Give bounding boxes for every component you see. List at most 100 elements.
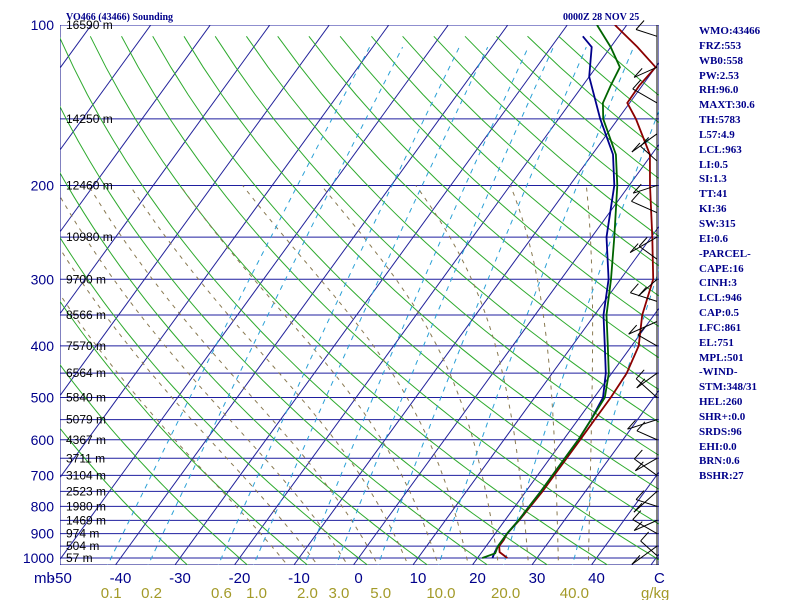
height-label: 5840 m — [66, 391, 106, 405]
mixing-ratio-tick-label: 3.0 — [329, 585, 350, 600]
moist-adiabat — [88, 185, 379, 565]
index-item: RH:96.0 — [699, 84, 739, 97]
dry-adiabat — [245, 36, 659, 423]
wind-barb — [640, 145, 658, 162]
mixing-ratio-tick-label: 0.1 — [101, 585, 122, 600]
pressure-tick-label: 800 — [31, 498, 55, 514]
dry-adiabat — [60, 427, 189, 565]
isotherm-line — [471, 307, 659, 565]
wind-barb-flag — [631, 555, 641, 565]
temperature-tick-label: 10 — [410, 570, 427, 587]
index-item: STM:348/31 — [699, 381, 758, 394]
index-item: SRDS:96 — [699, 425, 742, 438]
height-label: 2523 m — [66, 484, 106, 498]
wind-barb-flag — [628, 324, 638, 335]
wind-barb-flag — [636, 421, 646, 432]
pressure-tick-label: 300 — [31, 271, 55, 287]
series-line-0 — [498, 25, 657, 559]
height-label: 504 m — [66, 539, 99, 553]
height-label: 974 m — [66, 527, 99, 541]
wind-barb — [632, 519, 658, 535]
index-item: MAXT:30.6 — [699, 99, 755, 112]
wind-barb-flag — [637, 325, 647, 336]
chart-grid — [0, 13, 659, 569]
pressure-tick-label: 500 — [31, 390, 55, 406]
temperature-tick-label: -10 — [288, 570, 310, 587]
index-item: L57:4.9 — [699, 128, 735, 141]
sounding-series — [481, 25, 657, 559]
mixing-ratio-line — [304, 46, 529, 565]
wind-barb — [632, 88, 658, 104]
index-item: WMO:43466 — [699, 25, 761, 37]
height-label: 1980 m — [66, 499, 106, 513]
index-item: BSHR:27 — [699, 470, 744, 483]
wind-barb — [631, 133, 658, 153]
height-label: 6564 m — [66, 366, 106, 380]
pressure-tick-label: 200 — [31, 177, 55, 193]
wind-barb — [631, 545, 658, 565]
moist-adiabat — [509, 185, 559, 565]
index-item: HEL:260 — [699, 396, 743, 409]
isotherm-line — [60, 25, 271, 315]
isotherm-line — [60, 25, 330, 397]
index-item: BRN:0.6 — [699, 455, 740, 468]
isotherm-line — [60, 25, 390, 479]
mixing-ratio-tick-label: 0.6 — [211, 585, 232, 600]
pressure-tick-label: 1000 — [23, 550, 54, 566]
dry-adiabat — [558, 35, 659, 124]
mixing-ratio-tick-label: 1.0 — [246, 585, 267, 600]
sounding-indices: WMO:43466 FRZ:553 WB0:558 PW:2.53 RH:96.0 MAX… — [699, 24, 760, 484]
dry-adiabat — [402, 35, 659, 267]
dry-adiabat — [339, 35, 659, 328]
wind-barb-flag — [635, 369, 645, 380]
wind-barb-flag — [635, 490, 645, 500]
wind-barb — [628, 321, 658, 335]
plot-frame — [60, 25, 659, 565]
mixing-ratio-tick-label: 5.0 — [370, 585, 391, 600]
temperature-tick-label: 30 — [529, 570, 546, 587]
height-label: 9700 m — [66, 272, 106, 286]
sounding-time: 0000Z 28 NOV 25 — [563, 12, 639, 23]
dry-adiabat — [589, 35, 659, 97]
height-label: 3711 m — [66, 451, 105, 465]
wind-barb-flag — [640, 137, 650, 147]
height-label: 5079 m — [66, 413, 106, 427]
isotherm-line — [293, 61, 659, 565]
moist-adiabat — [129, 185, 409, 565]
dry-adiabat — [60, 37, 549, 565]
wind-barb — [631, 200, 658, 214]
temperature-tick-label: 40 — [588, 570, 605, 587]
temperature-tick-label: 0 — [354, 570, 362, 587]
pressure-tick-label: 900 — [31, 526, 55, 542]
wind-barb-flag — [629, 283, 639, 294]
dry-adiabat — [183, 36, 659, 491]
moist-adiabat — [242, 185, 469, 565]
mixing-ratio-unit-label: g/kg — [641, 585, 669, 600]
wind-barb-flag — [638, 286, 647, 297]
wind-barb — [633, 491, 658, 513]
index-item: WB0:558 — [699, 54, 743, 67]
isotherm-line — [0, 13, 40, 569]
temperature-tick-label: -50 — [50, 570, 72, 587]
mixing-ratio-line — [377, 46, 587, 565]
moist-adiabat — [320, 185, 499, 565]
wind-barb-flag — [638, 236, 648, 247]
index-item: SW:315 — [699, 217, 736, 230]
dry-adiabat — [60, 236, 369, 565]
wind-barb — [635, 29, 658, 37]
isotherm-line — [60, 25, 211, 233]
height-label: 14250 m — [66, 112, 113, 126]
index-item: MPL:501 — [699, 351, 744, 364]
wind-barb-flag — [635, 20, 645, 30]
wind-barb — [634, 458, 658, 476]
index-item: LCL:963 — [699, 143, 742, 156]
station-title: VO466 (43466) Sounding — [66, 12, 173, 23]
dry-adiabat — [89, 36, 609, 565]
index-item: CAP:0.5 — [699, 307, 740, 320]
dry-adiabat — [371, 35, 659, 297]
index-item: KI:36 — [699, 203, 727, 216]
wind-barb-flag — [634, 461, 644, 472]
pressure-tick-label: 100 — [31, 17, 55, 33]
wind-barb-flag — [631, 191, 640, 202]
mixing-ratio-line — [107, 46, 371, 565]
